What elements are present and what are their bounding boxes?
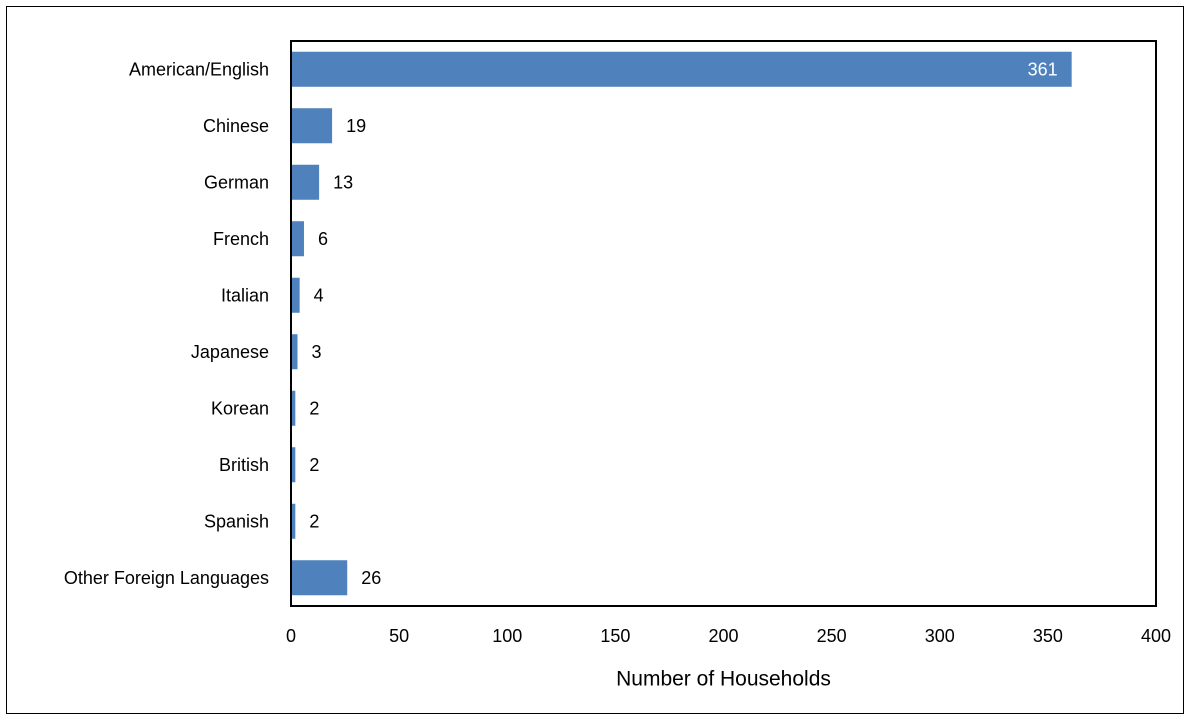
x-tick-label: 0 [286,626,296,646]
bar [291,560,348,596]
x-tick-label: 400 [1141,626,1171,646]
category-labels: American/English Chinese German French Itali… [64,59,269,588]
bar [291,108,333,144]
x-axis-title: Number of Households [616,668,831,691]
data-label: 4 [314,285,324,305]
bar [291,447,296,483]
data-label: 2 [309,398,319,418]
x-tick-label: 100 [492,626,522,646]
data-labels: 361 19 13 6 4 3 2 2 2 26 [309,59,1057,588]
bar [291,51,1072,87]
x-tick-label: 150 [600,626,630,646]
x-tick-label: 50 [389,626,409,646]
bar [291,277,300,313]
bar [291,221,304,257]
data-label: 19 [346,116,366,136]
category-label: Italian [221,285,269,305]
data-label: 6 [318,229,328,249]
bar [291,503,296,539]
data-label: 13 [333,172,353,192]
category-label: French [213,229,269,249]
bars-layer [291,51,1072,596]
bar [291,334,298,370]
chart-frame [6,6,1184,714]
x-tick-label: 300 [925,626,955,646]
category-label: Korean [211,398,269,418]
x-tick-label: 200 [708,626,738,646]
category-label: American/English [129,59,269,79]
data-label: 26 [361,568,381,588]
data-label: 2 [309,511,319,531]
category-label: Spanish [204,511,269,531]
bar [291,164,320,200]
category-label: Other Foreign Languages [64,568,269,588]
category-label: Japanese [191,342,269,362]
category-label: Chinese [203,116,269,136]
category-label: British [219,455,269,475]
x-tick-labels: 0 50 100 150 200 250 300 350 400 [286,626,1171,646]
data-label: 361 [1028,59,1058,79]
plot-area [290,40,1157,607]
data-label: 3 [311,342,321,362]
bar [291,390,296,426]
data-label: 2 [309,455,319,475]
x-tick-label: 350 [1033,626,1063,646]
x-tick-label: 250 [817,626,847,646]
category-label: German [204,172,269,192]
